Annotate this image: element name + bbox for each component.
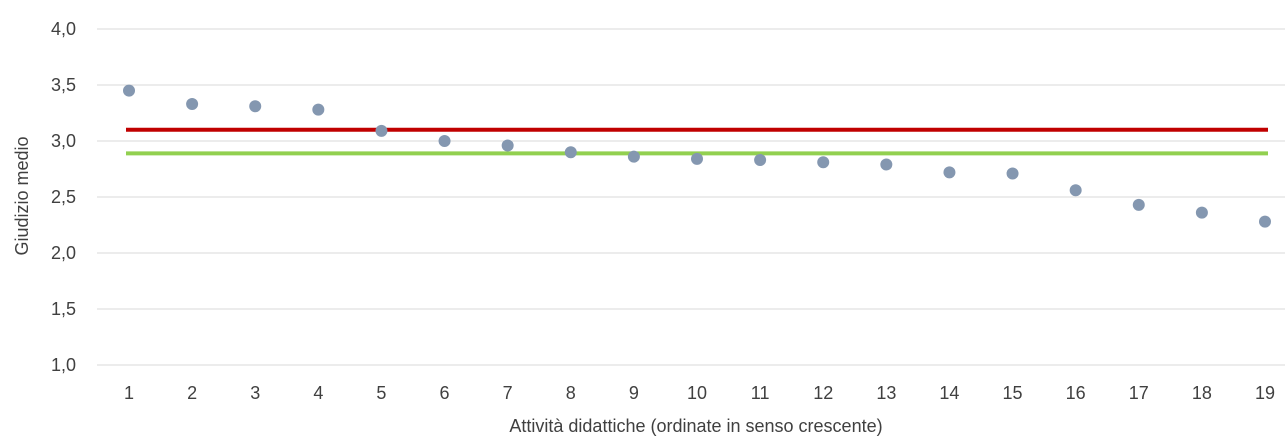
y-tick-label: 1,5 — [51, 299, 76, 319]
x-tick-label: 4 — [313, 383, 323, 403]
x-tick-label: 10 — [687, 383, 707, 403]
x-tick-label: 18 — [1192, 383, 1212, 403]
x-tick-label: 2 — [187, 383, 197, 403]
x-tick-label: 1 — [124, 383, 134, 403]
x-tick-label: 15 — [1003, 383, 1023, 403]
y-tick-label: 2,5 — [51, 187, 76, 207]
data-point — [817, 156, 830, 169]
x-tick-label: 14 — [939, 383, 959, 403]
y-tick-label: 3,5 — [51, 75, 76, 95]
data-point — [943, 166, 956, 179]
x-tick-label: 11 — [751, 383, 770, 403]
x-tick-label: 8 — [566, 383, 576, 403]
x-tick-label: 6 — [440, 383, 450, 403]
data-points — [123, 84, 1271, 228]
data-point — [691, 152, 703, 165]
x-axis-title: Attività didattiche (ordinate in senso c… — [509, 416, 882, 436]
x-tick-label: 17 — [1129, 383, 1149, 403]
data-point — [249, 100, 262, 113]
data-point — [1132, 198, 1145, 211]
y-tick-label: 2,0 — [51, 243, 76, 263]
x-tick-label: 9 — [629, 383, 639, 403]
x-tick-label: 3 — [250, 383, 260, 403]
reference-lines — [126, 127, 1268, 156]
data-point — [754, 154, 767, 167]
x-axis-ticks: 1 2 3 4 5 6 7 8 9 10 11 12 13 14 15 16 17 18 19 — [124, 383, 1275, 403]
data-point — [123, 84, 135, 97]
data-point — [564, 146, 577, 159]
y-tick-label: 3,0 — [51, 131, 76, 151]
data-point — [880, 158, 893, 171]
x-tick-label: 19 — [1255, 383, 1275, 403]
data-point — [501, 139, 514, 152]
data-point — [627, 150, 640, 163]
data-point — [186, 98, 199, 111]
y-axis-title: Giudizio medio — [12, 136, 32, 255]
data-point — [1259, 215, 1271, 228]
data-point — [1006, 167, 1019, 180]
data-point — [1069, 184, 1082, 197]
data-point — [438, 135, 451, 147]
data-point — [375, 124, 388, 137]
y-axis-ticks: 1,0 1,5 2,0 2,5 3,0 3,5 4,0 — [51, 19, 76, 375]
data-point — [312, 103, 325, 116]
y-tick-label: 4,0 — [51, 19, 76, 39]
x-tick-label: 16 — [1066, 383, 1086, 403]
y-tick-label: 1,0 — [51, 355, 76, 375]
x-tick-label: 7 — [503, 383, 513, 403]
data-point — [1195, 206, 1208, 219]
x-tick-label: 5 — [376, 383, 386, 403]
gridlines — [97, 28, 1285, 366]
x-tick-label: 13 — [876, 383, 896, 403]
x-tick-label: 12 — [813, 383, 833, 403]
